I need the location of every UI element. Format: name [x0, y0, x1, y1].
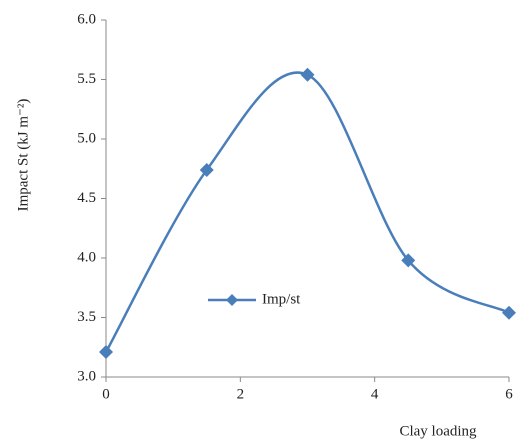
x-axis-label: Clay loading	[399, 423, 477, 439]
y-tick-label: 4.0	[77, 249, 96, 265]
x-tick-label: 0	[102, 386, 110, 402]
point-marker	[401, 253, 416, 268]
y-tick-label: 3.5	[77, 309, 96, 325]
series-line	[104, 71, 510, 353]
point-marker	[99, 345, 113, 360]
legend-marker	[226, 294, 238, 306]
x-tick-label: 4	[371, 386, 379, 402]
legend-label: Imp/st	[262, 291, 301, 307]
y-axis-label: Impact St (kJ m⁻²)	[15, 99, 31, 212]
x-tick-label: 6	[505, 386, 513, 402]
point-marker	[300, 67, 315, 82]
x-tick-label: 2	[237, 386, 245, 402]
y-tick-label: 5.5	[77, 71, 96, 87]
y-tick-label: 4.5	[77, 190, 96, 206]
y-tick-label: 6.0	[77, 11, 96, 27]
point-marker	[502, 305, 516, 320]
y-tick-label: 5.0	[77, 130, 96, 146]
y-tick-label: 3.0	[77, 368, 96, 384]
point-marker	[199, 162, 214, 177]
